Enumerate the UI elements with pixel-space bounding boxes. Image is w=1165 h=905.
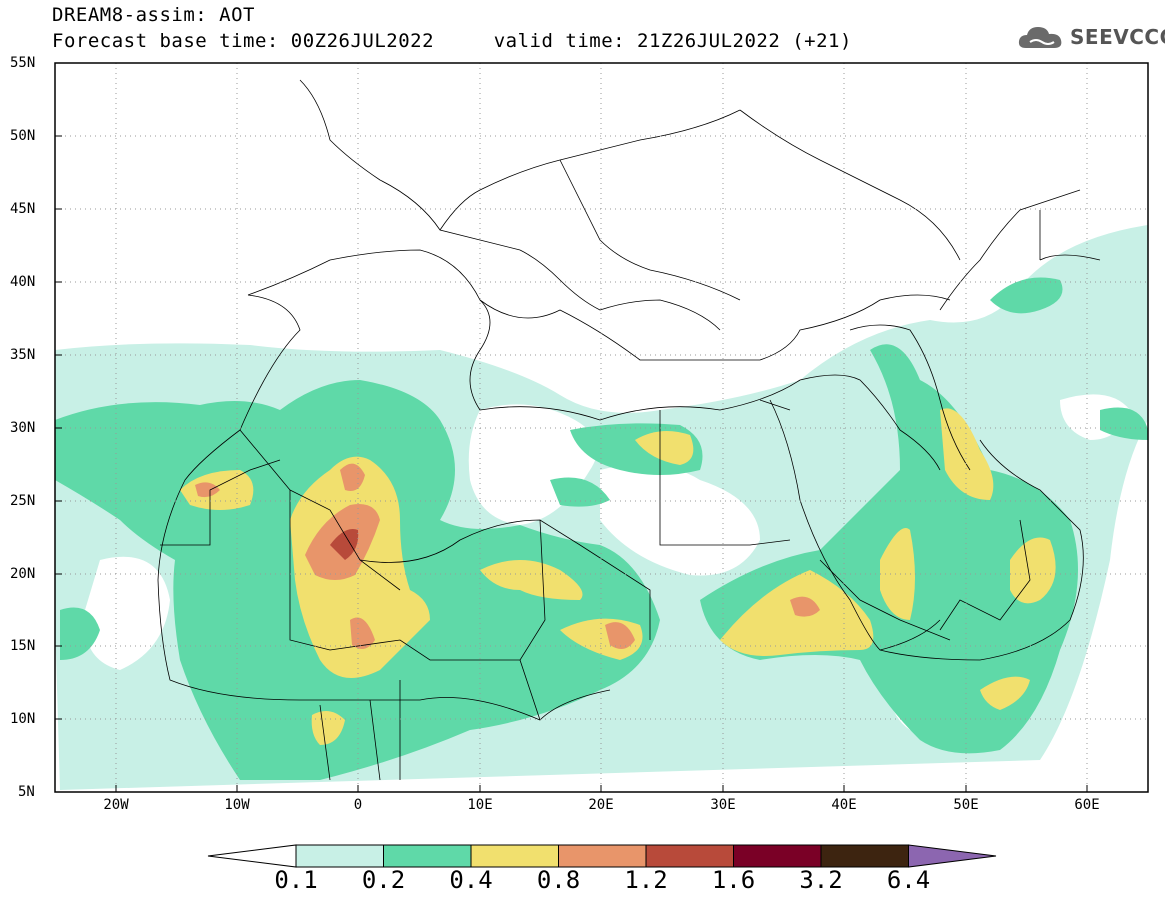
colorbar-label-0-1: 0.1 xyxy=(274,866,318,894)
lat-label-50n: 50N xyxy=(10,128,36,144)
colorbar-label-1-6: 1.6 xyxy=(711,866,756,894)
lat-label-55n: 55N xyxy=(10,55,36,71)
lat-label-20n: 20N xyxy=(10,566,36,582)
lat-label-25n: 25N xyxy=(10,493,36,509)
colorbar-label-0-2: 0.2 xyxy=(361,866,406,894)
lon-label-40e: 40E xyxy=(831,797,857,813)
lon-label-20w: 20W xyxy=(103,797,129,813)
lat-label-5n: 5N xyxy=(18,784,35,800)
gridlines xyxy=(55,63,1148,792)
lon-label-20e: 20E xyxy=(588,797,614,813)
tick-marks xyxy=(55,62,1088,792)
colorbar-label-3-2: 3.2 xyxy=(799,866,843,894)
colorbar-label-1-2: 1.2 xyxy=(624,866,668,894)
logo-text: SEEVCCC xyxy=(1070,25,1165,49)
colorbar-arrow-high xyxy=(908,844,997,868)
colorbar-swatch-7 xyxy=(820,844,909,868)
map-subtitle-times: Forecast base time: 00Z26JUL2022 valid t… xyxy=(52,30,852,52)
map-title: DREAM8-assim: AOT xyxy=(52,4,255,26)
colorbar xyxy=(207,844,997,868)
colorbar-swatch-5 xyxy=(645,844,734,868)
coastlines-borders xyxy=(157,79,1101,781)
lon-label-30e: 30E xyxy=(710,797,736,813)
lon-label-10w: 10W xyxy=(224,797,250,813)
cloud-icon xyxy=(1018,27,1062,48)
seevccc-logo: SEEVCCC xyxy=(1016,22,1165,52)
lat-label-35n: 35N xyxy=(10,347,36,363)
lat-label-30n: 30N xyxy=(10,420,36,436)
aot-fields xyxy=(55,225,1148,790)
colorbar-swatch-6 xyxy=(733,844,822,868)
aot-level-0-4 xyxy=(180,408,1056,745)
aot-level-1-2 xyxy=(330,529,359,560)
colorbar-label-0-8: 0.8 xyxy=(536,866,581,894)
colorbar-swatch-2 xyxy=(383,844,472,868)
lat-label-45n: 45N xyxy=(10,201,36,217)
lon-label-60e: 60E xyxy=(1074,797,1100,813)
colorbar-label-0-4: 0.4 xyxy=(449,866,493,894)
colorbar-arrow-low xyxy=(207,844,297,868)
lat-label-15n: 15N xyxy=(10,638,36,654)
lat-label-40n: 40N xyxy=(10,274,36,290)
colorbar-swatch-4 xyxy=(558,844,647,868)
lon-label-50e: 50E xyxy=(953,797,979,813)
lat-label-10n: 10N xyxy=(10,711,36,727)
colorbar-swatch-1 xyxy=(295,844,384,868)
colorbar-label-6-4: 6.4 xyxy=(886,866,931,894)
lon-label-0: 0 xyxy=(353,797,363,813)
lon-label-10e: 10E xyxy=(467,797,493,813)
colorbar-swatch-3 xyxy=(470,844,559,868)
